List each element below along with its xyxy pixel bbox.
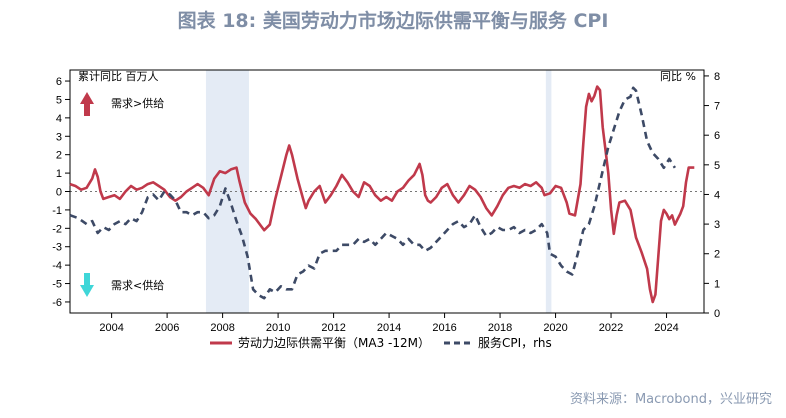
right-tick-label: 4 (714, 189, 720, 201)
left-tick-label: 4 (56, 113, 62, 125)
left-tick-label: 0 (56, 187, 62, 199)
right-tick-label: 1 (714, 278, 720, 290)
x-tick-label: 2016 (432, 322, 456, 334)
x-tick-label: 2004 (99, 322, 123, 334)
left-tick-label: -5 (52, 279, 62, 291)
right-tick-label: 3 (714, 219, 720, 231)
annotation-demand-lt-supply: 需求<供给 (111, 278, 164, 292)
right-tick-label: 5 (714, 160, 720, 172)
x-tick-label: 2018 (488, 322, 512, 334)
left-tick-label: 1 (56, 168, 62, 180)
series-layer (69, 85, 695, 304)
right-unit-label: 同比 % (660, 70, 696, 83)
x-tick-label: 2006 (155, 322, 179, 334)
annotation-demand-gt-supply: 需求>供给 (111, 96, 164, 110)
x-tick-label: 2010 (266, 322, 290, 334)
recession-band-1 (545, 70, 552, 313)
left-tick-label: -6 (52, 297, 62, 309)
x-tick-label: 2012 (321, 322, 345, 334)
left-tick-label: 2 (56, 150, 62, 162)
series-line-cpi (69, 86, 677, 300)
left-tick-label: 6 (56, 76, 62, 88)
right-tick-label: 8 (714, 71, 720, 83)
chart-title: 图表 18: 美国劳动力市场边际供需平衡与服务 CPI (177, 10, 609, 32)
left-unit-label: 累计同比 百万人 (78, 70, 159, 83)
right-tick-label: 0 (714, 308, 720, 320)
x-tick-label: 2014 (377, 322, 401, 334)
x-tick-label: 2022 (599, 322, 623, 334)
left-tick-label: -4 (52, 260, 62, 272)
x-tick-label: 2008 (210, 322, 234, 334)
x-tick-label: 2020 (543, 322, 567, 334)
arrow-up-icon (80, 92, 94, 116)
left-tick-label: 5 (56, 94, 62, 106)
legend-label-cpi: 服务CPI，rhs (478, 335, 552, 350)
left-axis: -6 -5 -4 -3 -2 -1 0 1 2 3 4 5 6 (52, 76, 70, 309)
right-axis: 0 1 2 3 4 5 6 7 8 (704, 71, 720, 320)
arrow-down-icon (80, 273, 94, 297)
left-tick-label: -3 (52, 242, 62, 254)
right-tick-label: 2 (714, 249, 720, 261)
left-tick-label: -1 (52, 205, 62, 217)
source-note: 资料来源：Macrobond，兴业研究 (569, 392, 772, 407)
x-axis: 2004 2006 2008 2010 2012 2014 2016 2018 2020 2022… (99, 313, 679, 334)
series-line-labor (69, 85, 695, 304)
legend: 劳动力边际供需平衡（MA3 -12M） 服务CPI，rhs (210, 335, 552, 350)
recession-shading (205, 70, 552, 313)
x-tick-label: 2024 (654, 322, 678, 334)
right-tick-label: 7 (714, 101, 720, 113)
left-tick-label: -2 (52, 223, 62, 235)
right-tick-label: 6 (714, 130, 720, 142)
left-tick-label: 3 (56, 131, 62, 143)
legend-label-labor: 劳动力边际供需平衡（MA3 -12M） (238, 336, 430, 350)
